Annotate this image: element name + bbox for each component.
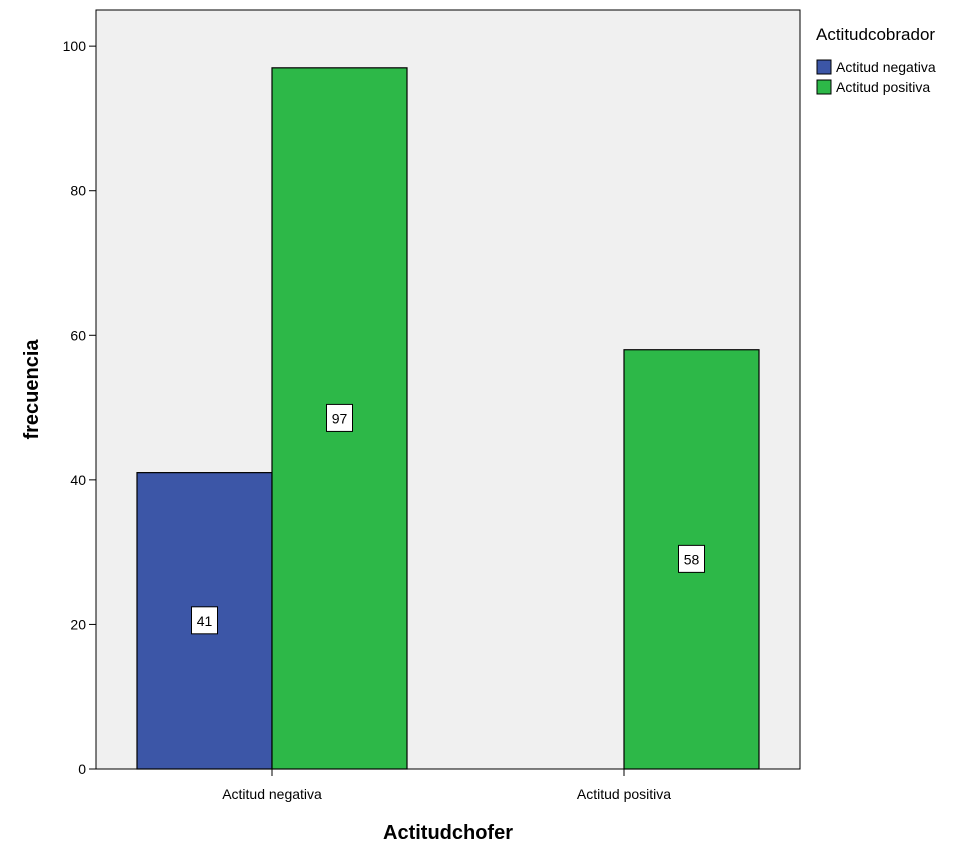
data-label-box [191, 606, 218, 635]
y-tick-label: 80 [70, 183, 86, 199]
y-tick-label: 100 [63, 38, 87, 54]
legend-swatch [816, 59, 832, 75]
y-tick-label: 20 [70, 616, 86, 632]
data-label-text: 97 [332, 410, 348, 426]
data-label-text: 58 [684, 551, 700, 567]
data-label-box [678, 544, 705, 573]
y-tick-label: 0 [78, 761, 86, 777]
legend-title: Actitudcobrador [816, 25, 935, 44]
data-label: 41 [191, 606, 218, 635]
data-label: 97 [326, 403, 353, 432]
x-tick-label: Actitud positiva [577, 786, 671, 802]
y-tick-label: 40 [70, 472, 86, 488]
y-axis: 0 20 40 60 80 100 [63, 10, 97, 777]
legend: Actitudcobrador Actitud negativa Actitud … [816, 25, 936, 95]
x-axis-title: Actitudchofer [383, 822, 513, 844]
legend-label: Actitud positiva [836, 79, 930, 95]
data-label-text: 41 [197, 613, 213, 629]
legend-swatch [816, 79, 832, 95]
legend-label: Actitud negativa [836, 59, 936, 75]
data-label: 58 [678, 544, 705, 573]
data-label-box [326, 403, 353, 432]
x-axis: Actitud negativa Actitud positiva [222, 769, 671, 802]
x-tick-label: Actitud negativa [222, 786, 322, 802]
data-labels-layer: 41 97 58 [191, 403, 705, 635]
y-axis-title: frecuencia [21, 339, 43, 440]
y-tick-label: 60 [70, 327, 86, 343]
